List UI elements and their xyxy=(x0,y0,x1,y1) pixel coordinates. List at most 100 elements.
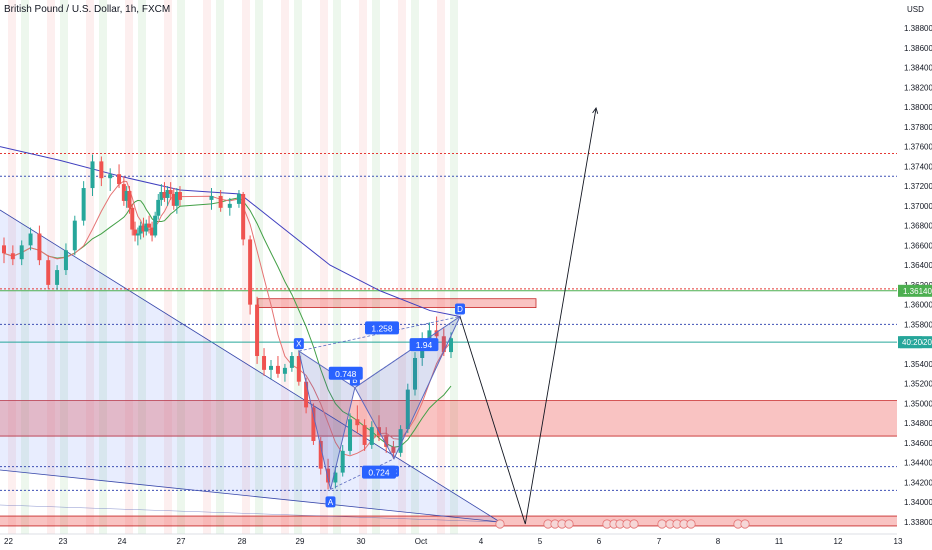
candle-body xyxy=(227,203,232,208)
session-stripe xyxy=(255,0,263,534)
candle-body xyxy=(340,450,345,473)
x-tick-label: Oct xyxy=(415,537,428,546)
y-tick-label: 1.37600 xyxy=(904,143,932,152)
candle-body xyxy=(236,193,241,204)
ma-200-line xyxy=(0,146,461,317)
economic-events-row xyxy=(495,519,750,529)
x-tick-label: 27 xyxy=(177,537,186,546)
y-tick-label: 1.37400 xyxy=(904,162,932,171)
candle-body xyxy=(177,192,182,200)
candle-body xyxy=(141,225,146,232)
ratio-label: 1.94 xyxy=(416,340,433,350)
session-stripe xyxy=(281,0,289,534)
y-tick-label: 1.38200 xyxy=(904,83,932,92)
candle-body xyxy=(304,381,309,408)
price-zone xyxy=(0,400,897,437)
candle-body xyxy=(124,191,129,201)
candle-body xyxy=(121,184,126,201)
session-stripe xyxy=(86,0,94,534)
x-tick-label: 13 xyxy=(894,537,903,546)
session-stripe xyxy=(112,0,120,534)
ratio-label: 0.748 xyxy=(335,369,357,379)
ratio-badge xyxy=(409,338,439,352)
x-tick-label: 23 xyxy=(59,537,68,546)
countdown-label: 40:20 xyxy=(902,338,923,347)
candle-body xyxy=(2,245,6,254)
session-stripe xyxy=(216,0,224,534)
candle-body xyxy=(37,233,42,261)
candle-body xyxy=(275,365,280,374)
y-tick-label: 1.36800 xyxy=(904,222,932,231)
ratio-badge xyxy=(362,465,396,479)
candle-body xyxy=(282,367,287,374)
session-stripe xyxy=(164,0,172,534)
point-label-x: X xyxy=(296,340,302,349)
candle-body xyxy=(405,389,410,430)
ratio-label: 1.258 xyxy=(371,323,393,333)
x-tick-label: 4 xyxy=(479,537,484,546)
session-stripe xyxy=(320,0,328,534)
candle-body xyxy=(434,330,439,337)
candle-body xyxy=(156,199,161,216)
y-tick-label: 1.35800 xyxy=(904,320,932,329)
y-tick-label: 1.34600 xyxy=(904,439,932,448)
candle-body xyxy=(150,227,155,236)
point-badge-x xyxy=(293,338,304,350)
y-tick-label: 1.33800 xyxy=(904,518,932,527)
x-tick-label: 8 xyxy=(716,537,721,546)
candle-body xyxy=(10,253,15,260)
y-tick-label: 1.34800 xyxy=(904,419,932,428)
x-tick-label: 22 xyxy=(4,537,13,546)
event-flag-icon xyxy=(564,519,574,529)
session-background xyxy=(8,0,458,534)
supply-demand-zones xyxy=(0,298,897,527)
x-tick-label: 30 xyxy=(357,537,366,546)
candle-body xyxy=(391,446,396,453)
candle-body xyxy=(355,419,360,426)
session-stripe xyxy=(424,0,432,534)
x-tick-label: 24 xyxy=(118,537,127,546)
session-stripe xyxy=(450,0,458,534)
point-label-a: A xyxy=(328,498,334,507)
candle-body xyxy=(55,270,60,285)
price-badge-bg xyxy=(898,284,932,297)
candle-body xyxy=(159,192,164,200)
session-stripe xyxy=(307,0,315,534)
candle-body xyxy=(99,161,104,179)
wedge-upper-line xyxy=(0,209,501,523)
candle-body xyxy=(117,174,122,185)
candle-body xyxy=(63,250,68,271)
y-tick-label: 1.38800 xyxy=(904,24,932,33)
session-stripe xyxy=(372,0,380,534)
candle-body xyxy=(413,357,417,390)
session-stripe xyxy=(177,0,185,534)
candle-body xyxy=(248,239,253,305)
candle-body xyxy=(441,336,446,353)
candle-body xyxy=(138,225,143,234)
price-zone xyxy=(0,516,897,526)
candle-body xyxy=(398,429,403,453)
price-axis[interactable]: 1.38800 1.38600 1.38400 1.38200 1.38000 1.378… xyxy=(897,0,932,550)
falling-wedge-shading xyxy=(0,209,501,523)
session-stripe xyxy=(385,0,393,534)
candle-body xyxy=(46,260,51,285)
candle-body xyxy=(165,190,170,198)
candle-body xyxy=(333,472,338,483)
candle-body xyxy=(144,223,149,232)
candle-body xyxy=(147,223,152,228)
wedge-base-line xyxy=(0,504,501,523)
y-tick-label: 1.36600 xyxy=(904,241,932,250)
y-tick-label: 1.34200 xyxy=(904,478,932,487)
y-tick-label: 1.37000 xyxy=(904,202,932,211)
candle-body xyxy=(289,356,294,368)
session-stripe xyxy=(359,0,367,534)
candle-body xyxy=(449,338,453,353)
time-axis[interactable]: 22 23 24 27 28 29 30 Oct 4 5 6 7 8 11 12 13 xyxy=(0,533,932,550)
x-tick-label: 12 xyxy=(834,537,843,546)
session-stripe xyxy=(398,0,406,534)
x-tick-label: 29 xyxy=(296,537,305,546)
session-stripe xyxy=(190,0,198,534)
projection-path xyxy=(459,107,599,525)
candle-body xyxy=(81,188,86,221)
